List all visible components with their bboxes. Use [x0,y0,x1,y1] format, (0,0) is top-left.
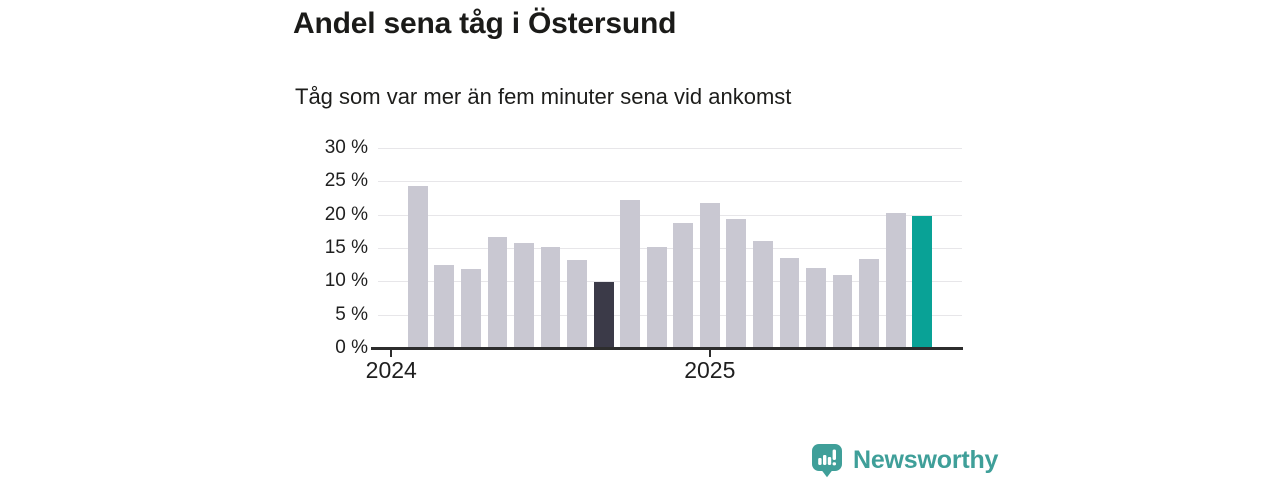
bar-2025-08 [885,212,906,348]
gridline-5 [378,314,962,316]
bar-2024-12 [673,223,694,348]
gridline-15 [378,248,962,249]
bar-2025-02 [726,219,747,348]
y-tick-label: 0 % [335,337,368,358]
bar-2024-07 [540,246,561,348]
newsworthy-logo: Newsworthy [810,443,998,478]
y-tick-label: 10 % [324,270,368,292]
x-tick-2024 [390,350,393,357]
gridline-10 [378,281,962,283]
bar-2024-04 [460,268,481,348]
x-tick-label-2024: 2024 [365,357,417,383]
x-tick-label-2025: 2025 [684,357,736,383]
bar-2024-03 [434,265,455,348]
bar-2024-02 [407,186,428,348]
bar-2024-11 [646,246,667,348]
y-tick-label: 5 % [335,303,368,325]
x-axis-line [371,347,963,350]
x-tick-2025 [708,350,711,357]
plot-area [378,148,962,348]
gridline-25 [378,181,962,183]
bar-2025-04 [779,258,800,348]
bar-2024-05 [487,237,508,348]
gridline-30 [378,148,962,149]
bar-2024-09 [593,282,614,348]
chart-subtitle: Tåg som var mer än fem minuter sena vid … [295,84,792,109]
bar-2025-05 [806,268,826,348]
bar-2025-09 [912,216,933,348]
bar-2024-10 [620,200,641,348]
bar-2025-01 [699,203,720,348]
bar-2025-06 [832,274,853,348]
y-tick-label: 30 % [324,137,368,158]
y-tick-label: 20 % [324,203,368,225]
newsworthy-logo-text: Newsworthy [853,446,999,474]
y-tick-label: 15 % [324,237,368,258]
y-tick-label: 25 % [324,170,368,192]
bar-2024-06 [514,243,534,348]
gridline-20 [378,214,962,216]
bar-2025-07 [859,258,880,348]
bar-2025-03 [752,241,773,348]
newsworthy-pin-barchart-icon [812,444,842,478]
bar-2024-08 [567,260,588,348]
chart-title: Andel sena tåg i Östersund [293,7,677,40]
